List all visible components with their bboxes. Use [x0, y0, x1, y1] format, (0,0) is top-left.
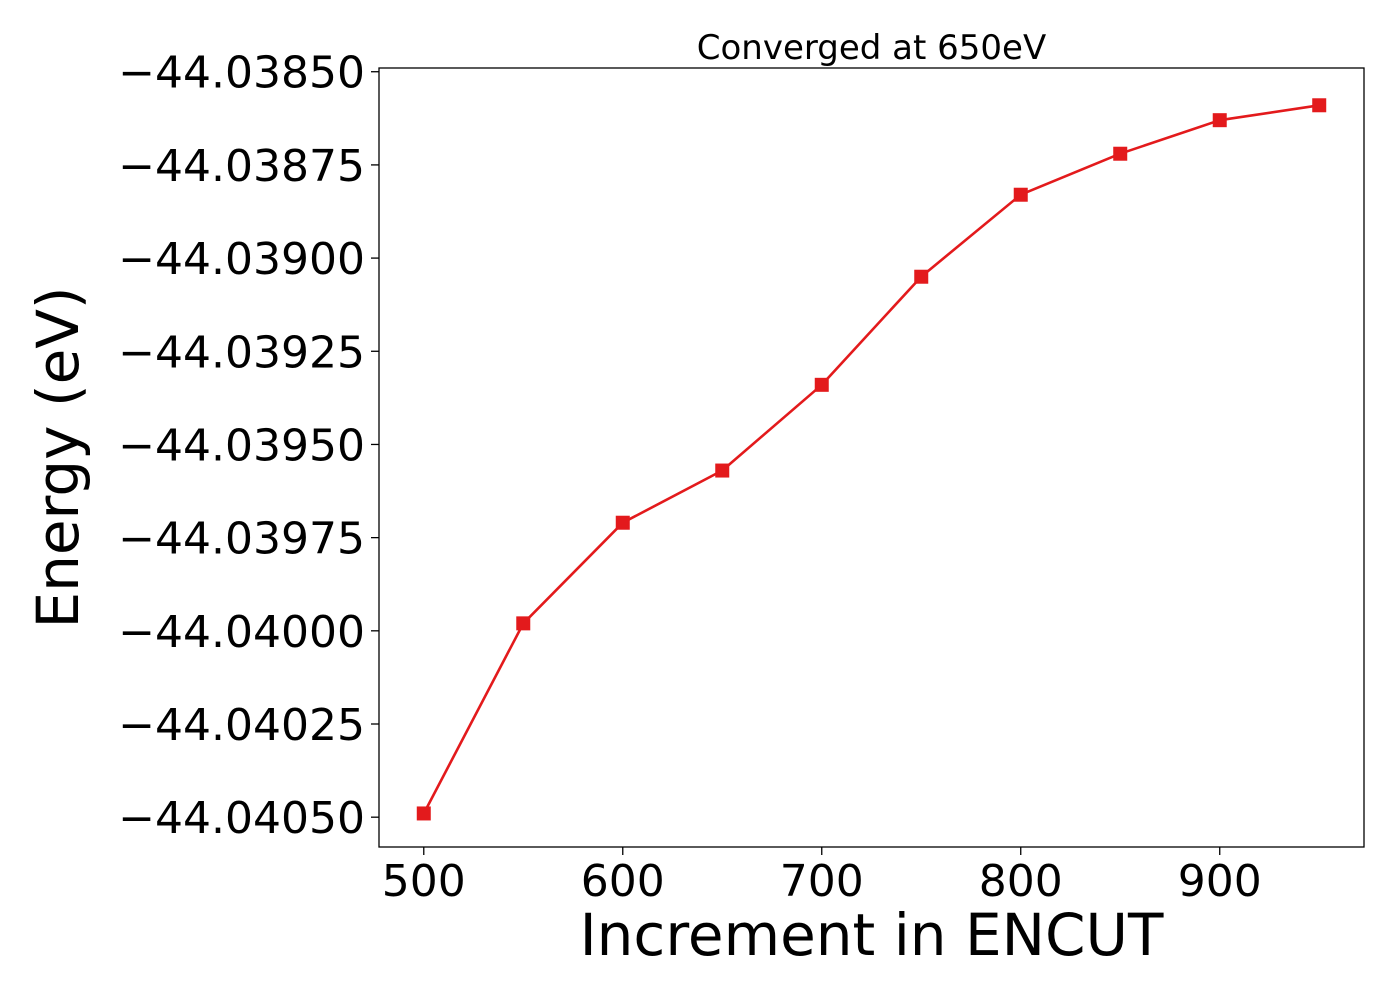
- plot-frame: [378, 67, 1365, 848]
- y-tick-label: −44.04050: [118, 793, 365, 844]
- y-tick-label: −44.04025: [118, 700, 365, 751]
- ticks-layer: 500 600 700 800 900 −44.03850 −44.03875 −44.039…: [118, 48, 1262, 907]
- data-point: [914, 269, 929, 284]
- x-tick-label: 500: [382, 856, 466, 907]
- x-tick-label: 700: [780, 856, 864, 907]
- data-point: [715, 463, 730, 478]
- y-tick-label: −44.04000: [118, 607, 365, 658]
- data-point: [615, 515, 630, 530]
- x-axis-label: Increment in ENCUT: [580, 901, 1164, 969]
- data-point: [416, 806, 431, 821]
- y-tick-label: −44.03850: [118, 48, 365, 99]
- series-layer: [416, 98, 1327, 821]
- x-tick-label: 600: [581, 856, 665, 907]
- x-tick-label: 800: [979, 856, 1063, 907]
- data-point: [1312, 98, 1327, 113]
- data-point: [1113, 146, 1128, 161]
- data-point: [814, 377, 829, 392]
- series-line: [422, 104, 1320, 815]
- x-tick-label: 900: [1178, 856, 1262, 907]
- y-tick-label: −44.03875: [118, 141, 365, 192]
- y-tick-label: −44.03975: [118, 514, 365, 565]
- data-point: [1013, 187, 1028, 202]
- data-point: [1212, 113, 1227, 128]
- y-tick-label: −44.03900: [118, 234, 365, 285]
- y-tick-label: −44.03925: [118, 327, 365, 378]
- y-tick-label: −44.03950: [118, 420, 365, 471]
- y-axis-label: Energy (eV): [24, 286, 92, 628]
- chart-title: Converged at 650eV: [697, 28, 1046, 68]
- data-point: [516, 616, 531, 631]
